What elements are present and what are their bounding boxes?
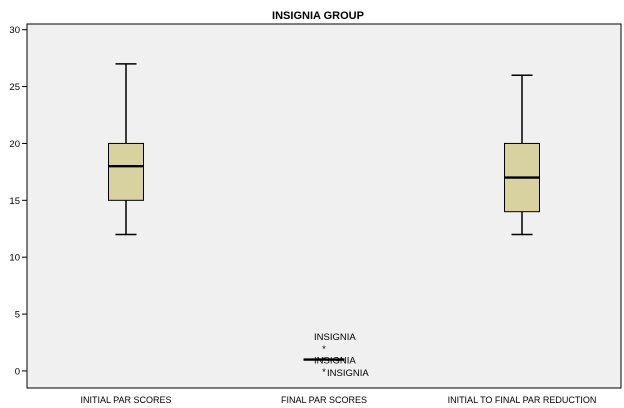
- box-series: *INSIGNIA*INSIGNIA* INSIGNIA: [108, 63, 540, 379]
- outlier-point: *INSIGNIA: [314, 356, 356, 367]
- outlier-star-icon: *: [322, 356, 326, 367]
- y-tick-label: 30: [9, 25, 20, 36]
- x-category-label: FINAL PAR SCORES: [281, 395, 367, 405]
- outlier-star-icon: *: [322, 367, 326, 378]
- y-tick-label: 25: [9, 82, 20, 93]
- x-category-label: INITIAL TO FINAL PAR REDUCTION: [448, 395, 597, 405]
- outlier-point: *INSIGNIA: [314, 332, 356, 355]
- y-tick-label: 10: [9, 253, 20, 264]
- outlier-star-icon: *: [322, 344, 326, 355]
- y-tick-label: 15: [9, 196, 20, 207]
- outlier-label: INSIGNIA: [314, 332, 356, 343]
- y-tick-label: 20: [9, 139, 20, 150]
- box-1: [108, 63, 144, 236]
- x-axis-labels: INITIAL PAR SCORES FINAL PAR SCORES INITIA…: [80, 395, 596, 405]
- y-tick-label: 5: [15, 310, 20, 321]
- box-3: [504, 74, 540, 236]
- chart-title: INSIGNIA GROUP: [272, 10, 364, 22]
- outlier-point: *INSIGNIA: [322, 367, 369, 379]
- box-2: *INSIGNIA*INSIGNIA* INSIGNIA: [303, 332, 369, 379]
- iqr-box: [108, 142, 144, 201]
- outlier-label: INSIGNIA: [327, 368, 369, 379]
- y-axis: 0 5 10 15 20 25 30: [9, 25, 27, 377]
- outlier-label: INSIGNIA: [314, 356, 356, 367]
- y-tick-label: 0: [15, 366, 20, 377]
- x-category-label: INITIAL PAR SCORES: [80, 395, 171, 405]
